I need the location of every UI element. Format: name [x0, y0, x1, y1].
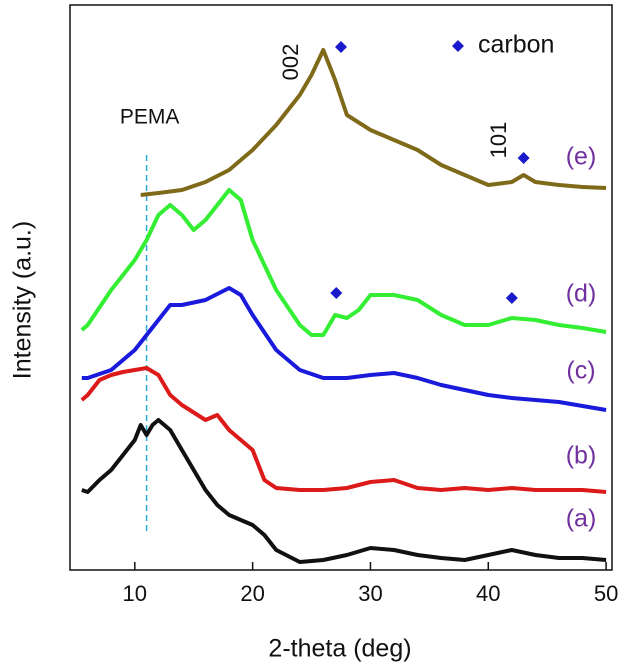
reference-label: PEMA — [120, 106, 180, 129]
x-tick-label: 50 — [594, 581, 618, 606]
x-tick-label: 10 — [123, 581, 147, 606]
series-label: (d) — [566, 280, 597, 308]
carbon-marker — [517, 152, 530, 164]
carbon-marker — [505, 292, 518, 304]
plot-frame — [69, 4, 613, 571]
legend-label: carbon — [478, 31, 554, 59]
peak-annotation: 002 — [278, 44, 303, 81]
x-tick-label: 20 — [240, 581, 264, 606]
x-tick-label: 30 — [358, 581, 382, 606]
carbon-marker — [335, 41, 347, 53]
series-label: (c) — [566, 357, 595, 385]
series-line — [80, 366, 607, 494]
series-label: (e) — [566, 143, 597, 171]
x-tick-label: 40 — [476, 581, 500, 606]
x-axis-label: 2-theta (deg) — [268, 635, 411, 663]
series-label: (a) — [566, 505, 597, 533]
series-label: (b) — [566, 442, 597, 470]
y-axis-label: Intensity (a.u.) — [9, 221, 37, 379]
series-line — [81, 286, 607, 412]
legend-marker — [452, 40, 464, 52]
carbon-marker — [330, 287, 343, 299]
peak-annotation: 101 — [486, 122, 511, 159]
series-line — [81, 418, 607, 564]
series-line — [80, 188, 607, 337]
series-line — [140, 48, 607, 197]
